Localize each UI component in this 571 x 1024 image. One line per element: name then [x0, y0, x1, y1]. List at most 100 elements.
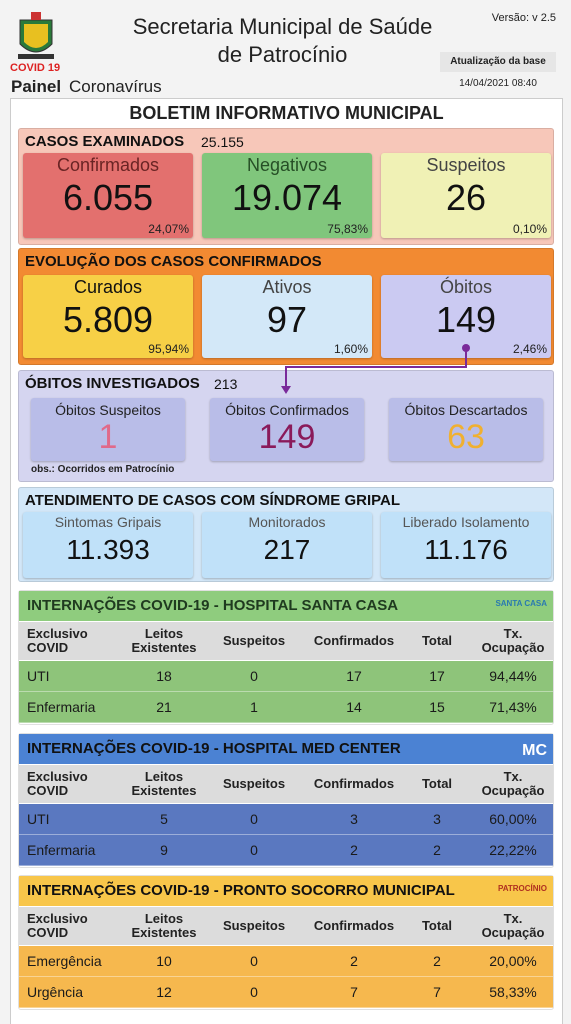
card-value: 149: [435, 299, 497, 340]
card-percent: 24,07%: [148, 222, 189, 236]
bulletin-title: BOLETIM INFORMATIVO MUNICIPAL: [129, 103, 444, 123]
table-cell: 94,44%: [489, 668, 537, 684]
table-cell: 20,00%: [489, 953, 537, 969]
hospital-section: INTERNAÇÕES COVID-19 - PRONTO SOCORRO MU…: [18, 875, 554, 1010]
table-cell: 14: [346, 699, 362, 715]
column-header: Tx. Ocupação: [481, 769, 545, 798]
card-percent: 2,46%: [512, 342, 547, 356]
hospital-section: INTERNAÇÕES COVID-19 - HOSPITAL MED CENT…: [18, 733, 554, 868]
card-percent: 1,60%: [333, 342, 368, 356]
column-header: Tx. Ocupação: [481, 626, 545, 655]
card-label: Óbitos Descartados: [404, 402, 528, 418]
table-head: [19, 765, 553, 803]
card-value: 149: [258, 418, 316, 456]
hospital-title: INTERNAÇÕES COVID-19 - PRONTO SOCORRO MU…: [27, 882, 455, 899]
card-label: Monitorados: [248, 514, 326, 530]
table-cell: 7: [350, 984, 358, 1000]
card-label: Óbitos: [439, 277, 493, 297]
stat-card: Negativos 19.074 75,83%: [202, 153, 372, 238]
summary-section: ATENDIMENTO DE CASOS COM SÍNDROME GRIPAL…: [18, 487, 554, 582]
table-row: [19, 835, 553, 866]
table-cell: 5: [160, 811, 168, 827]
table-cell: 60,00%: [489, 811, 537, 827]
table-cell: 58,33%: [489, 984, 537, 1000]
table-cell: 17: [429, 668, 445, 684]
card-label: Curados: [73, 277, 143, 297]
stat-card: Óbitos 149 2,46%: [381, 275, 551, 358]
table-row: [19, 977, 553, 1008]
card-percent: 75,83%: [327, 222, 368, 236]
table-cell: UTI: [27, 811, 50, 827]
hospital-logo: MC: [522, 742, 547, 759]
card-label: Liberado Isolamento: [402, 514, 530, 530]
hospital-header: [19, 734, 553, 764]
section-title: ÓBITOS INVESTIGADOS: [25, 375, 200, 392]
card-label: Óbitos Confirmados: [225, 402, 349, 418]
column-header: Exclusivo COVID: [27, 626, 88, 655]
hospital-section: INTERNAÇÕES COVID-19 - HOSPITAL SANTA CA…: [18, 590, 554, 725]
table-head: [19, 907, 553, 945]
card-value: 217: [263, 534, 311, 565]
stat-card: Ativos 97 1,60%: [202, 275, 372, 358]
table-cell: 0: [250, 811, 258, 827]
hospital-header: [19, 591, 553, 621]
column-header: Confirmados: [313, 918, 395, 933]
table-cell: 0: [250, 668, 258, 684]
update-label: Atualização da base: [440, 52, 556, 72]
table-cell: 17: [346, 668, 362, 684]
column-header: Total: [421, 633, 453, 648]
stat-card: Monitorados 217: [202, 512, 372, 578]
table-cell: 2: [350, 842, 358, 858]
table-cell: 2: [350, 953, 358, 969]
column-header: Leitos Existentes: [131, 769, 197, 798]
card-label: Sintomas Gripais: [54, 514, 162, 530]
card-value: 6.055: [62, 177, 154, 218]
card-value: 97: [266, 299, 308, 340]
table-cell: 22,22%: [489, 842, 537, 858]
table-cell: 1: [250, 699, 258, 715]
table-row: [19, 804, 553, 835]
table-head: [19, 622, 553, 660]
logo-crest: [18, 12, 54, 59]
table-cell: 2: [433, 953, 441, 969]
column-header: Exclusivo COVID: [27, 769, 88, 798]
column-header: Total: [421, 918, 453, 933]
panel-label: Coronavírus: [69, 77, 162, 96]
table-row: [19, 692, 553, 723]
card-value: 5.809: [62, 299, 154, 340]
table-cell: Emergência: [27, 953, 102, 969]
column-header: Suspeitos: [222, 918, 286, 933]
section-title: EVOLUÇÃO DOS CASOS CONFIRMADOS: [25, 253, 322, 270]
hospital-logo: SANTA CASA: [495, 599, 547, 608]
summary-section: CASOS EXAMINADOS 25.155 Confirmados 6.055 24…: [18, 128, 554, 245]
table-cell: 3: [433, 811, 441, 827]
update-time: 14/04/2021 08:40: [459, 78, 537, 89]
table-cell: 18: [156, 668, 172, 684]
card-value: 11.393: [66, 534, 150, 565]
column-header: Leitos Existentes: [131, 911, 197, 940]
column-header: Suspeitos: [222, 776, 286, 791]
card-percent: 0,10%: [512, 222, 547, 236]
stat-card: Curados 5.809 95,94%: [23, 275, 193, 358]
table-cell: 9: [160, 842, 168, 858]
hospital-title: INTERNAÇÕES COVID-19 - HOSPITAL MED CENT…: [27, 740, 401, 757]
stat-card: Sintomas Gripais 11.393: [23, 512, 193, 578]
section-note: obs.: Ocorridos em Patrocínio: [31, 464, 175, 475]
table-cell: 71,43%: [489, 699, 537, 715]
hospital-header: [19, 876, 553, 906]
card-label: Suspeitos: [426, 155, 506, 175]
table-row: [19, 946, 553, 977]
card-value: 1: [98, 418, 118, 456]
column-header: Leitos Existentes: [131, 626, 197, 655]
card-label: Ativos: [262, 277, 312, 297]
stat-card: Óbitos Suspeitos 1: [31, 398, 185, 461]
title-line: Secretaria Municipal de Saúde: [132, 14, 433, 39]
table-cell: Enfermaria: [27, 842, 96, 858]
column-header: Total: [421, 776, 453, 791]
card-value: 19.074: [231, 177, 343, 218]
card-percent: 95,94%: [148, 342, 189, 356]
stat-card: Suspeitos 26 0,10%: [381, 153, 551, 238]
table-cell: Enfermaria: [27, 699, 96, 715]
section-title: ATENDIMENTO DE CASOS COM SÍNDROME GRIPAL: [25, 492, 401, 509]
